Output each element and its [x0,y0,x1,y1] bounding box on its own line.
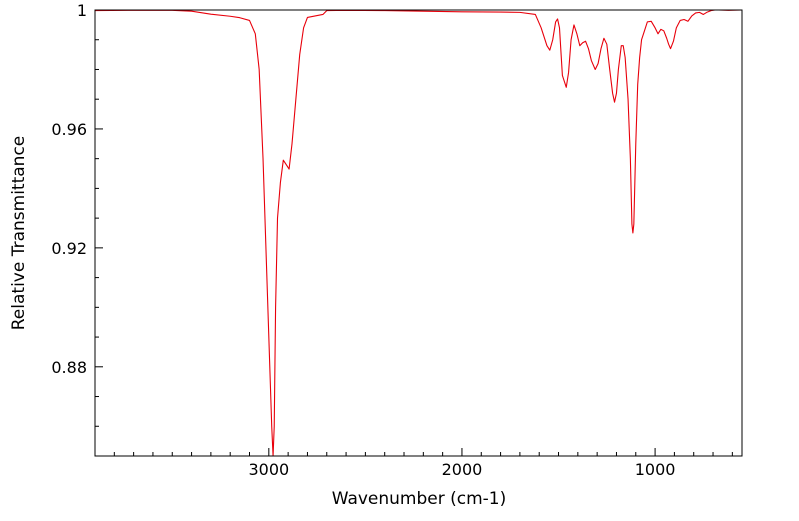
y-tick-label: 0.88 [51,358,87,377]
x-tick-label: 3000 [248,460,289,479]
plot-frame [94,9,743,457]
plot-layer [95,10,742,456]
spectrum-line-0 [95,10,742,456]
y-tick-label: 0.92 [51,239,87,258]
x-tick-label: 2000 [442,460,483,479]
y-tick-label: 1 [77,1,87,20]
y-axis-title: Relative Transmittance [9,136,29,331]
axis-layer: 3000 2000 1000 0.88 0.92 0.96 1 [51,1,733,479]
x-axis-title: Wavenumber (cm-1) [332,489,507,509]
x-tick-label: 1000 [635,460,676,479]
y-tick-label: 0.96 [51,120,87,139]
